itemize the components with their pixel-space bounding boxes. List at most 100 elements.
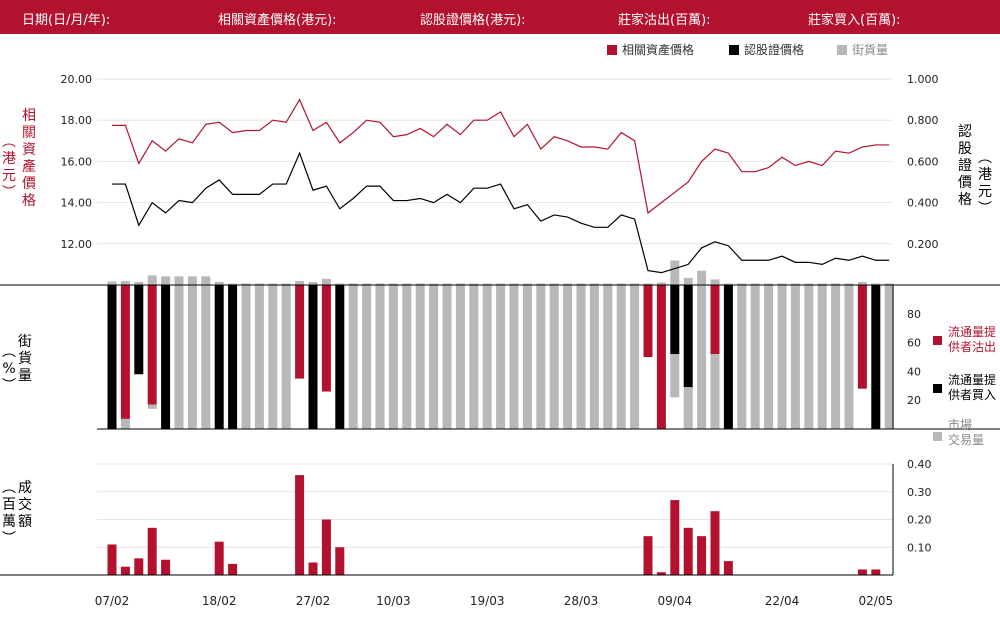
turnover-bar (871, 569, 881, 575)
turnover-bar (683, 527, 693, 575)
turnover-bar (643, 536, 653, 575)
market-volume-bar (482, 285, 492, 429)
left-top-axis-unit-text: ︵ 港元 ︶ (2, 134, 16, 201)
outstanding-bar (589, 283, 599, 285)
outstanding-bar (388, 283, 398, 285)
market-volume-bar (388, 285, 398, 429)
turnover-bar (723, 561, 733, 575)
outstanding-bar (844, 283, 854, 285)
x-tick-label: 07/02 (95, 594, 130, 608)
outstanding-bar (790, 283, 800, 285)
market-volume-bar (254, 285, 264, 429)
market-volume-bar (777, 285, 787, 429)
outstanding-bar (563, 283, 573, 285)
outstanding-bar (536, 283, 546, 285)
legend-warrant-swatch (729, 45, 739, 55)
issuer-buy-bar (134, 285, 144, 375)
mid-right-tick-label: 80 (907, 308, 921, 321)
left-top-tick-label: 18.00 (61, 114, 93, 127)
right-top-axis-unit: ︵ 港元 ︶ (976, 150, 994, 218)
right-top-tick-label: 0.600 (907, 155, 939, 168)
x-tick-label: 28/03 (564, 594, 599, 608)
outstanding-bar (241, 283, 251, 285)
mid-legend-sell-line1: 流通量提 (948, 324, 996, 339)
outstanding-bar (375, 283, 385, 285)
legend-outstanding-swatch (837, 45, 847, 55)
market-volume-bar (174, 285, 184, 429)
outstanding-bar (630, 283, 640, 285)
issuer-buy-bar (670, 285, 680, 355)
outstanding-bar (804, 283, 814, 285)
warrant-price-line (112, 151, 890, 274)
market-volume-bar (831, 285, 841, 429)
market-volume-bar (147, 404, 157, 409)
x-tick-label: 19/03 (470, 594, 505, 608)
mid-legend-buy-swatch (933, 384, 942, 393)
bottom-right-tick-label: 0.30 (907, 486, 932, 499)
outstanding-bar (201, 276, 211, 285)
warrant-chart: 相關資產價格 認股證價格 街貨量 20.00 18.00 16.00 14.00 12.… (0, 42, 1000, 608)
header-warrant-price: 認股證價格(港元): (420, 13, 526, 28)
outstanding-bar (857, 281, 867, 285)
outstanding-bar (120, 280, 130, 285)
left-top-axis-unit: ︵ 港元 ︶ (0, 134, 18, 202)
market-volume-bar (522, 285, 532, 429)
x-tick-label: 02/05 (859, 594, 894, 608)
market-volume-bar (589, 285, 599, 429)
bottom-right-tick-label: 0.10 (907, 541, 932, 554)
outstanding-bar (161, 276, 171, 285)
outstanding-bar (616, 283, 626, 285)
left-mid-axis-title: 街貨量 (16, 334, 34, 385)
outstanding-bar (107, 281, 117, 285)
outstanding-bar (308, 281, 318, 285)
right-top-tick-label: 0.800 (907, 114, 939, 127)
left-top-tick-label: 12.00 (61, 238, 93, 251)
outstanding-bar (254, 283, 264, 285)
market-volume-bar (509, 285, 519, 429)
market-volume-bar (576, 285, 586, 429)
turnover-bar (120, 566, 130, 575)
outstanding-bar (750, 283, 760, 285)
outstanding-bar (831, 283, 841, 285)
mid-legend-sell-swatch (933, 336, 942, 345)
outstanding-bar (522, 283, 532, 285)
issuer-buy-bar (335, 285, 345, 429)
right-top-tick-label: 1.000 (907, 73, 939, 86)
outstanding-bar (710, 279, 720, 285)
outstanding-bar (871, 283, 881, 285)
mid-legend-market-line2: 交易量 (948, 432, 984, 447)
left-bottom-axis-title: 成交額 (16, 480, 34, 531)
market-volume-bar (536, 285, 546, 429)
outstanding-bar (670, 260, 680, 285)
issuer-sell-bar (120, 285, 130, 419)
outstanding-bar (187, 276, 197, 285)
mid-legend-sell-line2: 供者沽出 (948, 340, 996, 354)
right-top-axis-title-text: 認股證價格 (958, 124, 972, 208)
outstanding-bar (817, 283, 827, 285)
mid-legend: 流通量提 供者沽出 流通量提 供者買入 市場 交易量 (933, 324, 996, 447)
left-top-tick-label: 20.00 (61, 73, 93, 86)
market-volume-bar (120, 418, 130, 429)
left-bottom-axis-unit: ︵ 百萬 ︶ (0, 480, 18, 548)
market-volume-bar (563, 285, 573, 429)
outstanding-bar (147, 275, 157, 285)
market-volume-bar (884, 285, 894, 429)
market-volume-bar (455, 285, 465, 429)
mid-legend-buy-line1: 流通量提 (948, 372, 996, 387)
left-top-axis-title-text: 相關資產價格 (22, 108, 36, 209)
header-issuer-sell: 莊家沽出(百萬): (618, 13, 711, 28)
issuer-sell-bar (321, 285, 331, 392)
issuer-sell-bar (857, 285, 867, 389)
legend: 相關資產價格 認股證價格 街貨量 (607, 42, 888, 57)
left-top-tick-label: 14.00 (61, 197, 93, 210)
outstanding-bar (496, 283, 506, 285)
outstanding-bar (469, 283, 479, 285)
market-volume-bar (402, 285, 412, 429)
outstanding-bar (134, 281, 144, 285)
mid-right-tick-label: 40 (907, 365, 921, 378)
outstanding-bar (656, 282, 666, 285)
issuer-buy-bar (308, 285, 318, 429)
market-volume-bar (817, 285, 827, 429)
market-volume-bar (241, 285, 251, 429)
mid-legend-market-swatch (933, 432, 942, 441)
